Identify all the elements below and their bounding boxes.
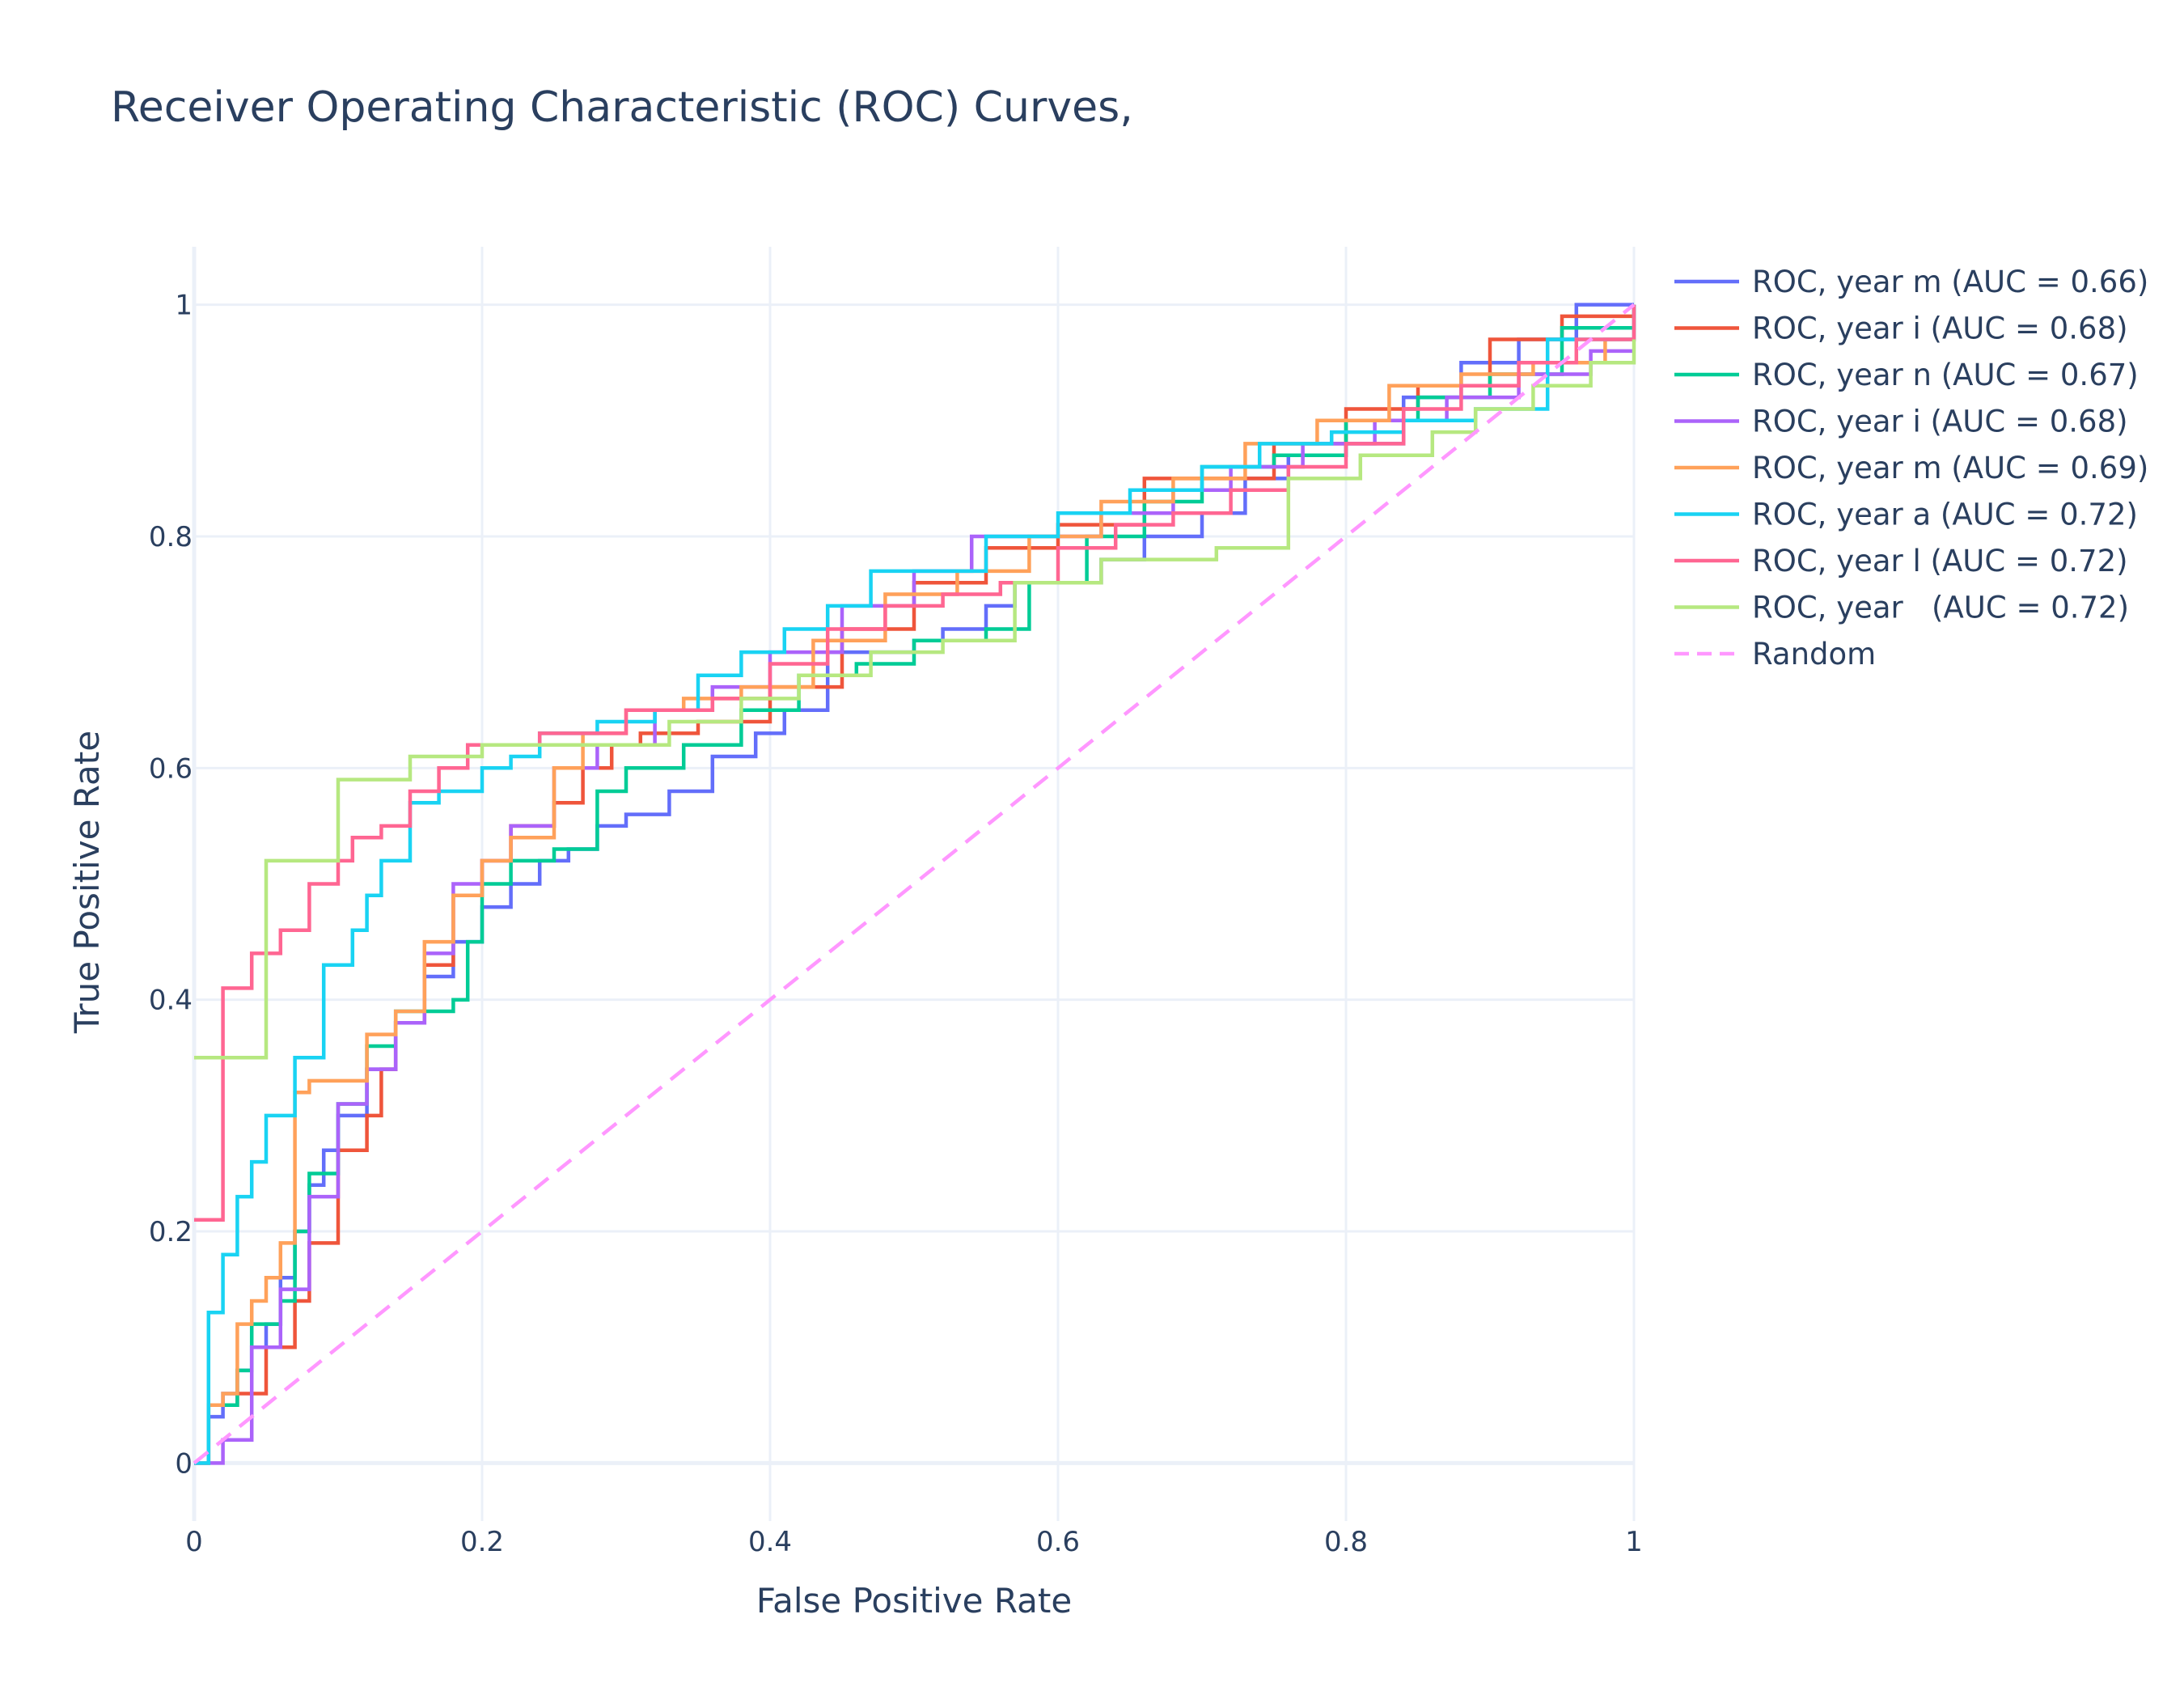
legend-label: ROC, year l (AUC = 0.72) <box>1752 544 2128 578</box>
chart-title: Receiver Operating Characteristic (ROC) … <box>111 83 1133 132</box>
x-tick-label: 0.4 <box>748 1526 792 1558</box>
legend-label: Random <box>1752 637 1876 672</box>
legend-label: ROC, year i (AUC = 0.68) <box>1752 405 2128 439</box>
y-tick-label: 0.2 <box>149 1216 193 1248</box>
plot-area <box>193 303 1636 1465</box>
x-axis-title: False Positive Rate <box>756 1581 1072 1621</box>
x-tick-label: 1 <box>1625 1526 1643 1558</box>
y-tick-label: 1 <box>175 290 193 322</box>
legend-label: ROC, year n (AUC = 0.67) <box>1752 358 2139 392</box>
x-tick-label: 0.2 <box>460 1526 504 1558</box>
y-tick-label: 0.4 <box>149 985 193 1017</box>
legend-label: ROC, year (AUC = 0.72) <box>1752 591 2129 625</box>
legend-item-1[interactable]: ROC, year m (AUC = 0.66) <box>1674 265 2148 299</box>
x-tick-label: 0 <box>185 1526 203 1558</box>
series-line-9[interactable] <box>193 303 1636 1465</box>
x-tick-label: 0.8 <box>1324 1526 1368 1558</box>
legend-item-2[interactable]: ROC, year i (AUC = 0.68) <box>1674 311 2128 346</box>
legend-item-7[interactable]: ROC, year l (AUC = 0.72) <box>1674 544 2128 578</box>
legend-item-8[interactable]: ROC, year (AUC = 0.72) <box>1674 591 2129 625</box>
legend-item-6[interactable]: ROC, year a (AUC = 0.72) <box>1674 498 2138 532</box>
y-tick-label: 0 <box>175 1447 193 1480</box>
series-line-7[interactable] <box>194 304 1636 1222</box>
x-axis-ticks: 0 0.2 0.4 0.6 0.8 1 <box>185 1526 1643 1558</box>
y-axis-title: True Positive Rate <box>67 731 107 1034</box>
legend-item-4[interactable]: ROC, year i (AUC = 0.68) <box>1674 405 2128 439</box>
y-axis-ticks: 0 0.2 0.4 0.6 0.8 1 <box>149 290 193 1481</box>
x-tick-label: 0.6 <box>1036 1526 1080 1558</box>
legend-label: ROC, year m (AUC = 0.69) <box>1752 451 2148 485</box>
series-line-8[interactable] <box>194 339 1636 1060</box>
legend-item-3[interactable]: ROC, year n (AUC = 0.67) <box>1674 358 2139 392</box>
legend-label: ROC, year a (AUC = 0.72) <box>1752 498 2138 532</box>
legend-item-5[interactable]: ROC, year m (AUC = 0.69) <box>1674 451 2148 485</box>
legend-item-9[interactable]: Random <box>1674 637 1876 672</box>
legend-label: ROC, year i (AUC = 0.68) <box>1752 311 2128 346</box>
y-tick-label: 0.6 <box>149 752 193 785</box>
legend-label: ROC, year m (AUC = 0.66) <box>1752 265 2148 299</box>
legend[interactable]: ROC, year m (AUC = 0.66) ROC, year i (AUC… <box>1674 265 2148 672</box>
series-line-5[interactable] <box>194 316 1636 1465</box>
series-line-3[interactable] <box>194 304 1636 1465</box>
y-tick-label: 0.8 <box>149 521 193 553</box>
grid <box>192 247 1636 1521</box>
